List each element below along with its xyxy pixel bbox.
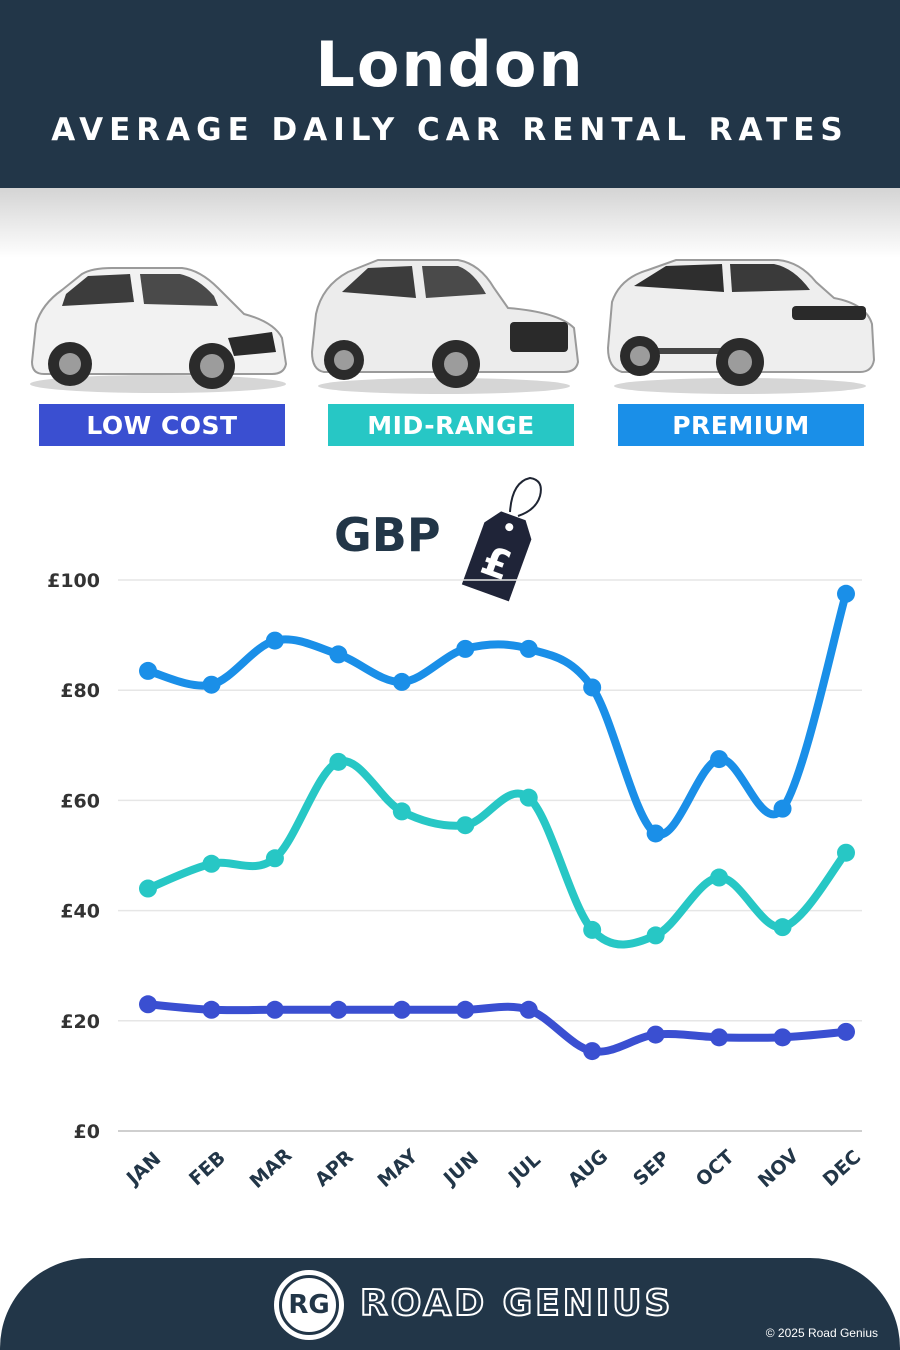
data-point bbox=[583, 1042, 602, 1061]
page-title: London bbox=[315, 28, 585, 101]
data-point bbox=[265, 849, 284, 868]
data-point bbox=[139, 995, 157, 1014]
header: London AVERAGE DAILY CAR RENTAL RATES bbox=[0, 0, 900, 188]
copyright: © 2025 Road Genius bbox=[765, 1326, 878, 1340]
category-badge-premium: PREMIUM bbox=[618, 404, 864, 446]
data-point bbox=[392, 672, 411, 691]
data-point bbox=[392, 802, 411, 821]
data-point bbox=[329, 645, 348, 664]
x-tick-label: OCT bbox=[692, 1146, 739, 1191]
currency-label: GBP bbox=[334, 508, 441, 562]
data-point bbox=[456, 639, 475, 658]
data-point bbox=[837, 584, 855, 603]
y-tick-label: £40 bbox=[60, 901, 100, 923]
data-point bbox=[392, 1000, 411, 1019]
x-tick-label: NOV bbox=[754, 1145, 803, 1192]
category-label: MID-RANGE bbox=[367, 410, 535, 440]
data-point bbox=[265, 1000, 284, 1019]
brand-name: ROAD GENIUS bbox=[359, 1282, 674, 1325]
data-point bbox=[646, 824, 665, 843]
luxury-suv-car-image bbox=[604, 252, 876, 397]
category-label: PREMIUM bbox=[672, 410, 810, 440]
data-point bbox=[646, 1025, 665, 1044]
x-tick-label: MAY bbox=[374, 1145, 423, 1192]
category-badge-low-cost: LOW COST bbox=[39, 404, 285, 446]
data-point bbox=[646, 926, 665, 945]
x-tick-label: JUN bbox=[438, 1148, 483, 1191]
data-point bbox=[202, 854, 221, 873]
y-tick-label: £20 bbox=[60, 1011, 100, 1033]
suv-car-image bbox=[308, 252, 580, 397]
data-point bbox=[583, 920, 602, 939]
data-point bbox=[202, 675, 221, 694]
data-point bbox=[265, 631, 284, 650]
category-badge-mid-range: MID-RANGE bbox=[328, 404, 574, 446]
y-tick-label: £100 bbox=[47, 570, 100, 592]
y-tick-label: £0 bbox=[74, 1121, 100, 1143]
x-tick-label: APR bbox=[311, 1146, 358, 1192]
data-point bbox=[456, 816, 475, 835]
header-shadow bbox=[0, 188, 900, 258]
data-point bbox=[837, 1022, 855, 1041]
data-point bbox=[519, 1000, 538, 1019]
series-line-premium bbox=[144, 589, 850, 839]
data-point bbox=[329, 1000, 348, 1019]
data-point bbox=[202, 1000, 221, 1019]
data-point bbox=[773, 1028, 792, 1047]
series-line-mid-range bbox=[144, 757, 850, 949]
price-tag-icon: £ bbox=[461, 476, 542, 602]
data-point bbox=[710, 868, 729, 887]
footer bbox=[0, 1258, 900, 1350]
data-point bbox=[710, 1028, 729, 1047]
y-tick-label: £80 bbox=[60, 680, 100, 702]
x-tick-label: AUG bbox=[564, 1145, 612, 1192]
data-point bbox=[456, 1000, 475, 1019]
y-tick-label: £60 bbox=[60, 790, 100, 812]
x-tick-label: SEP bbox=[629, 1147, 674, 1191]
data-point bbox=[139, 879, 157, 898]
data-point bbox=[139, 661, 157, 680]
data-point bbox=[773, 918, 792, 937]
data-point bbox=[583, 678, 602, 697]
data-point bbox=[710, 750, 729, 769]
data-point bbox=[519, 639, 538, 658]
x-tick-label: DEC bbox=[819, 1146, 865, 1191]
data-point bbox=[519, 788, 538, 807]
x-tick-label: FEB bbox=[185, 1147, 230, 1190]
data-point bbox=[837, 843, 855, 862]
x-tick-label: JAN bbox=[121, 1148, 165, 1191]
hatchback-car-image bbox=[22, 252, 294, 397]
page-subtitle: AVERAGE DAILY CAR RENTAL RATES bbox=[51, 112, 849, 148]
logo-text: RG bbox=[279, 1275, 339, 1335]
x-tick-label: JUL bbox=[503, 1149, 545, 1190]
series-line-low-cost bbox=[144, 1000, 850, 1056]
road-genius-logo: RG bbox=[274, 1270, 344, 1340]
data-point bbox=[329, 752, 348, 771]
x-tick-label: MAR bbox=[246, 1144, 297, 1193]
line-chart: £0 £20 £40 £60 £80 £100 JAN FEB MAR APR MAY JUN JUL… bbox=[47, 570, 865, 1193]
category-label: LOW COST bbox=[86, 410, 238, 440]
data-point bbox=[773, 799, 792, 818]
